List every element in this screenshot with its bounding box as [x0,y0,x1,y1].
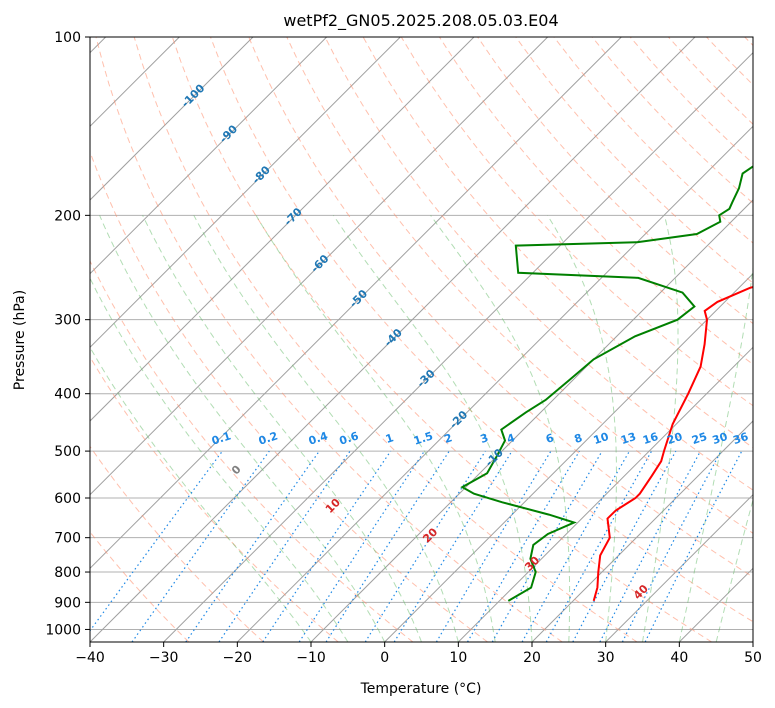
isotherm-label: -50 [347,287,370,310]
dry-adiabat-line [0,37,338,642]
chart-title: wetPf2_GN05.2025.208.05.03.E04 [283,11,558,31]
isohume-line [573,451,676,642]
isohume-label: 2 [443,431,454,446]
dry-adiabat-line [668,37,775,642]
dry-adiabat-label: 0 [229,462,244,477]
y-tick-label: 100 [54,30,81,46]
y-axis-ticks: 100 200 300 400 500 600 700 800 900 1000 [45,30,90,638]
dry-adiabat-line [439,37,775,642]
x-tick-label: 0 [380,650,389,666]
isohume-label: 1.5 [412,429,435,447]
isotherm-line [16,37,621,642]
dry-adiabat-label: 20 [420,525,440,545]
y-tick-label: 700 [54,531,81,547]
x-tick-label: 20 [523,650,541,666]
y-axis-title: Pressure (hPa) [12,290,28,390]
isohume-line [522,451,629,642]
dry-adiabat-line [592,37,775,642]
dry-adiabat-label: 10 [323,496,343,516]
isotherm-label: -40 [382,326,405,349]
isohume-label: 0.4 [307,429,330,447]
x-tick-label: 50 [744,650,762,666]
y-tick-label: 800 [54,565,81,581]
x-tick-label: −40 [75,650,105,666]
isotherm-line [237,37,775,642]
isohume-label: 0.1 [210,429,233,447]
dry-adiabat-line [554,37,775,642]
dry-adiabat-line [58,37,488,642]
dry-adiabat-line [745,37,775,642]
isohume-line [326,451,449,642]
x-tick-label: 40 [670,650,688,666]
isohume-label: 13 [619,430,638,447]
isotherm-line [0,37,253,642]
isotherm-line [679,37,775,642]
y-tick-label: 400 [54,387,81,403]
isotherm-label: -80 [250,163,273,186]
isotherm-label: -30 [414,367,437,390]
isotherm-label: -10 [483,446,506,469]
y-tick-label: 900 [54,595,81,611]
isohume-line [82,451,223,642]
isohume-label: 6 [544,431,556,446]
y-tick-label: 200 [54,208,81,224]
isotherm-line [0,37,474,642]
isohume-label: 1 [384,431,395,446]
dry-adiabat-line [0,37,264,642]
dry-adiabat-line [0,37,189,642]
isohume-label: 3 [479,431,490,446]
isotherm-line [385,37,775,642]
x-tick-label: −10 [296,650,326,666]
isotherm-label: -70 [282,205,305,228]
y-tick-label: 1000 [45,622,81,638]
dry-adiabat-line [707,37,775,642]
isotherm-line [0,37,327,642]
isohume-line [365,451,485,642]
dry-adiabat-line [516,37,775,642]
isohume-line [263,451,391,642]
y-tick-label: 600 [54,491,81,507]
isohume-line [219,451,350,642]
isohume-line [468,451,580,642]
isohume-line [132,451,269,642]
isohume-label: 8 [573,431,584,446]
x-axis-ticks: −40 −30 −20 −10 0 10 20 30 40 50 [75,642,762,666]
isotherm-label: -20 [447,408,470,431]
isohume-label: 25 [690,430,709,447]
isohume-label: 36 [731,430,750,447]
isotherm-label: -60 [308,252,331,275]
x-axis-title: Temperature (°C) [360,681,482,697]
isohume-label: 30 [711,430,730,447]
plot-frame [90,37,753,642]
isohume-label: 0.2 [257,429,280,447]
isotherm-label: -100 [179,81,208,110]
isohume-line [645,451,742,642]
isohume-line [394,451,512,642]
isotherm-line [0,37,400,642]
y-tick-label: 300 [54,313,81,329]
isohume-label: 16 [641,430,660,447]
isohume-line [299,451,424,642]
isotherm-line [753,37,775,642]
x-tick-label: −20 [223,650,253,666]
isohume-label: 0.6 [338,429,361,447]
x-tick-label: 30 [597,650,615,666]
dry-adiabat-line [20,37,413,642]
moist-adiabat-line [679,215,758,642]
moist-adiabat-line [194,215,459,642]
isotherm-label: -90 [217,122,240,145]
x-tick-label: 10 [449,650,467,666]
isotherm-line [458,37,775,642]
x-tick-label: −30 [149,650,179,666]
y-tick-label: 500 [54,444,81,460]
dry-adiabat-line [211,37,775,642]
